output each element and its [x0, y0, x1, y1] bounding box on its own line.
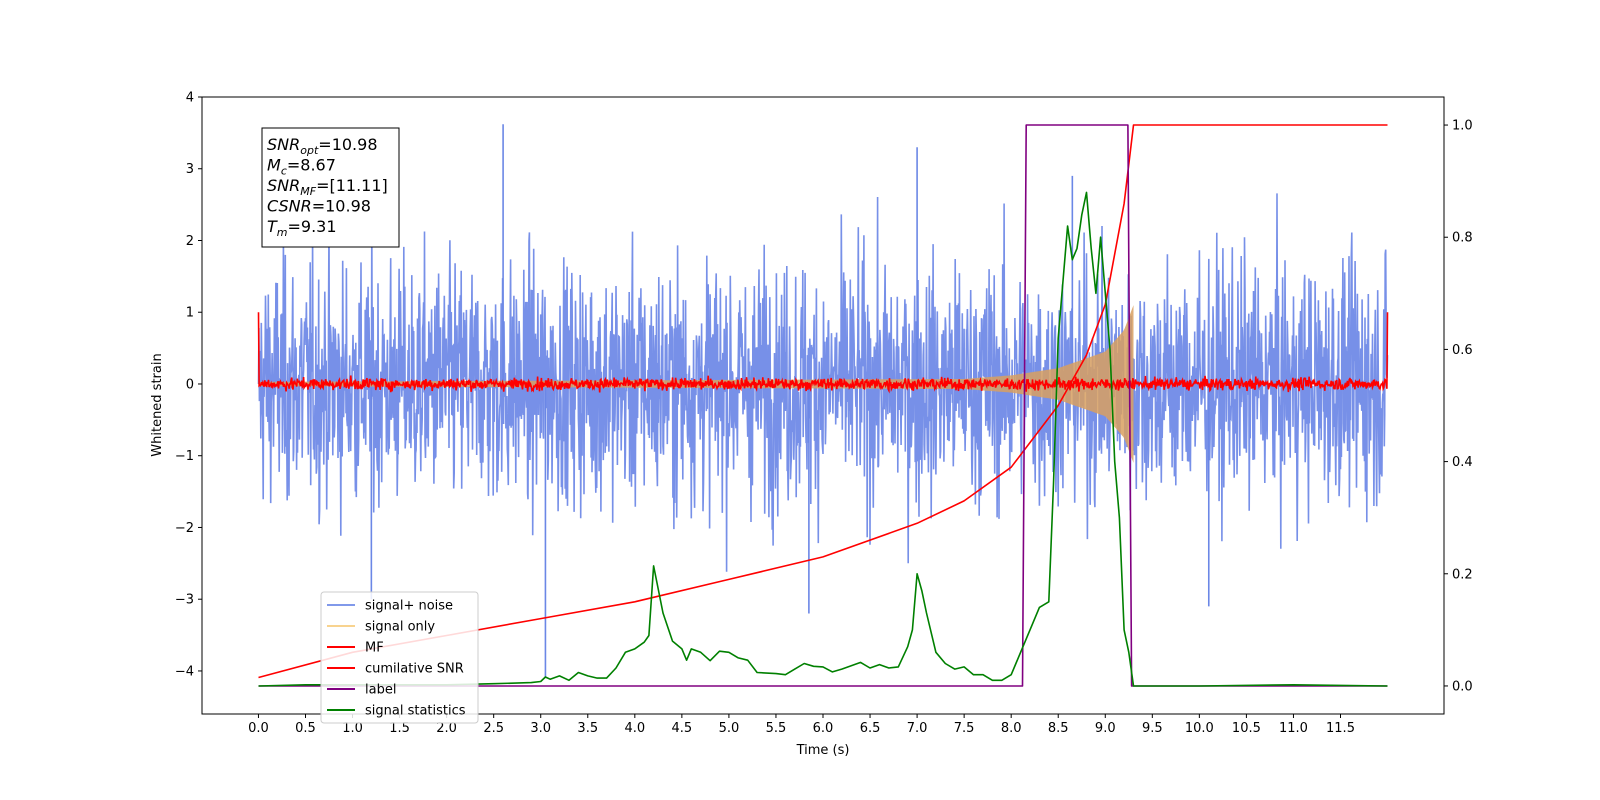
y2-tick-label: 0.2	[1452, 567, 1473, 582]
x-tick-label: 1.5	[389, 721, 410, 736]
stats-line: SNRMF=[11.11]	[267, 176, 388, 198]
x-tick-label: 7.0	[907, 721, 928, 736]
y-tick-label: −2	[175, 521, 194, 536]
x-tick-label: 7.5	[954, 721, 975, 736]
x-tick-label: 0.5	[295, 721, 316, 736]
legend-label: signal statistics	[365, 704, 466, 719]
x-axis-label: Time (s)	[796, 743, 850, 758]
y-tick-label: −1	[175, 449, 194, 464]
stats-line: Tm=9.31	[267, 217, 337, 239]
y2-tick-label: 0.8	[1452, 231, 1473, 246]
stats-box-frame	[261, 127, 400, 248]
x-tick-label: 5.5	[766, 721, 787, 736]
x-tick-label: 9.5	[1142, 721, 1163, 736]
y2-tick-label: 0.0	[1452, 679, 1473, 694]
y-axis-label: Whitened strain	[150, 353, 165, 456]
y-tick-label: 0	[186, 377, 194, 392]
x-tick-label: 10.5	[1232, 721, 1261, 736]
x-tick-label: 10.0	[1185, 721, 1214, 736]
legend-label: label	[365, 683, 396, 698]
x-tick-label: 4.0	[624, 721, 645, 736]
x-tick-label: 3.5	[577, 721, 598, 736]
x-tick-label: 0.0	[248, 721, 269, 736]
y-tick-label: 3	[186, 162, 194, 177]
y2-tick-label: 0.4	[1452, 455, 1473, 470]
legend: signal+ noise signal only MF cumilative SNR…	[320, 591, 479, 724]
y-tick-label: 2	[186, 234, 194, 249]
x-tick-label: 2.0	[436, 721, 457, 736]
y-tick-label: 1	[186, 306, 194, 321]
x-tick-label: 6.0	[813, 721, 834, 736]
legend-frame	[320, 591, 479, 724]
x-tick-label: 9.0	[1095, 721, 1116, 736]
x-tick-label: 4.5	[672, 721, 693, 736]
y-tick-label: 4	[186, 91, 194, 106]
x-tick-label: 3.0	[530, 721, 551, 736]
x-tick-label: 11.0	[1279, 721, 1308, 736]
y2-tick-label: 1.0	[1452, 119, 1473, 134]
legend-label: cumilative SNR	[365, 662, 464, 677]
y2-tick-label: 0.6	[1452, 343, 1473, 358]
x-tick-label: 8.5	[1048, 721, 1069, 736]
x-tick-label: 1.0	[342, 721, 363, 736]
x-tick-label: 8.0	[1001, 721, 1022, 736]
series-layer	[257, 124, 1389, 687]
signal-noise-line	[257, 193, 1389, 572]
stats-line: Mc=8.67	[267, 156, 336, 178]
legend-label: signal only	[365, 620, 435, 635]
x-tick-label: 6.5	[860, 721, 881, 736]
axes: 0.0 0.5 1.0 1.5 2.0 2.5 3.0 3.5 4.0 4.5 5.0 5.5 6.0 6…	[175, 91, 1473, 737]
x-tick-label: 5.0	[719, 721, 740, 736]
x-tick-label: 11.5	[1326, 721, 1355, 736]
y-tick-label: −3	[175, 593, 194, 608]
legend-label: signal+ noise	[365, 599, 453, 614]
x-tick-label: 2.5	[483, 721, 504, 736]
legend-label: MF	[365, 641, 384, 656]
cumilative-snr-line	[258, 124, 1388, 679]
signal-noise-series	[257, 124, 1389, 679]
stats-line: CSNR=10.98	[267, 197, 371, 216]
stats-line: SNRopt=10.98	[267, 135, 378, 157]
stats-box: SNRopt=10.98Mc=8.67SNRMF=[11.11]CSNR=10.…	[261, 127, 400, 248]
signal-statistics-line	[258, 191, 1388, 687]
y-tick-label: −4	[175, 664, 194, 679]
mf-line	[257, 312, 1389, 394]
